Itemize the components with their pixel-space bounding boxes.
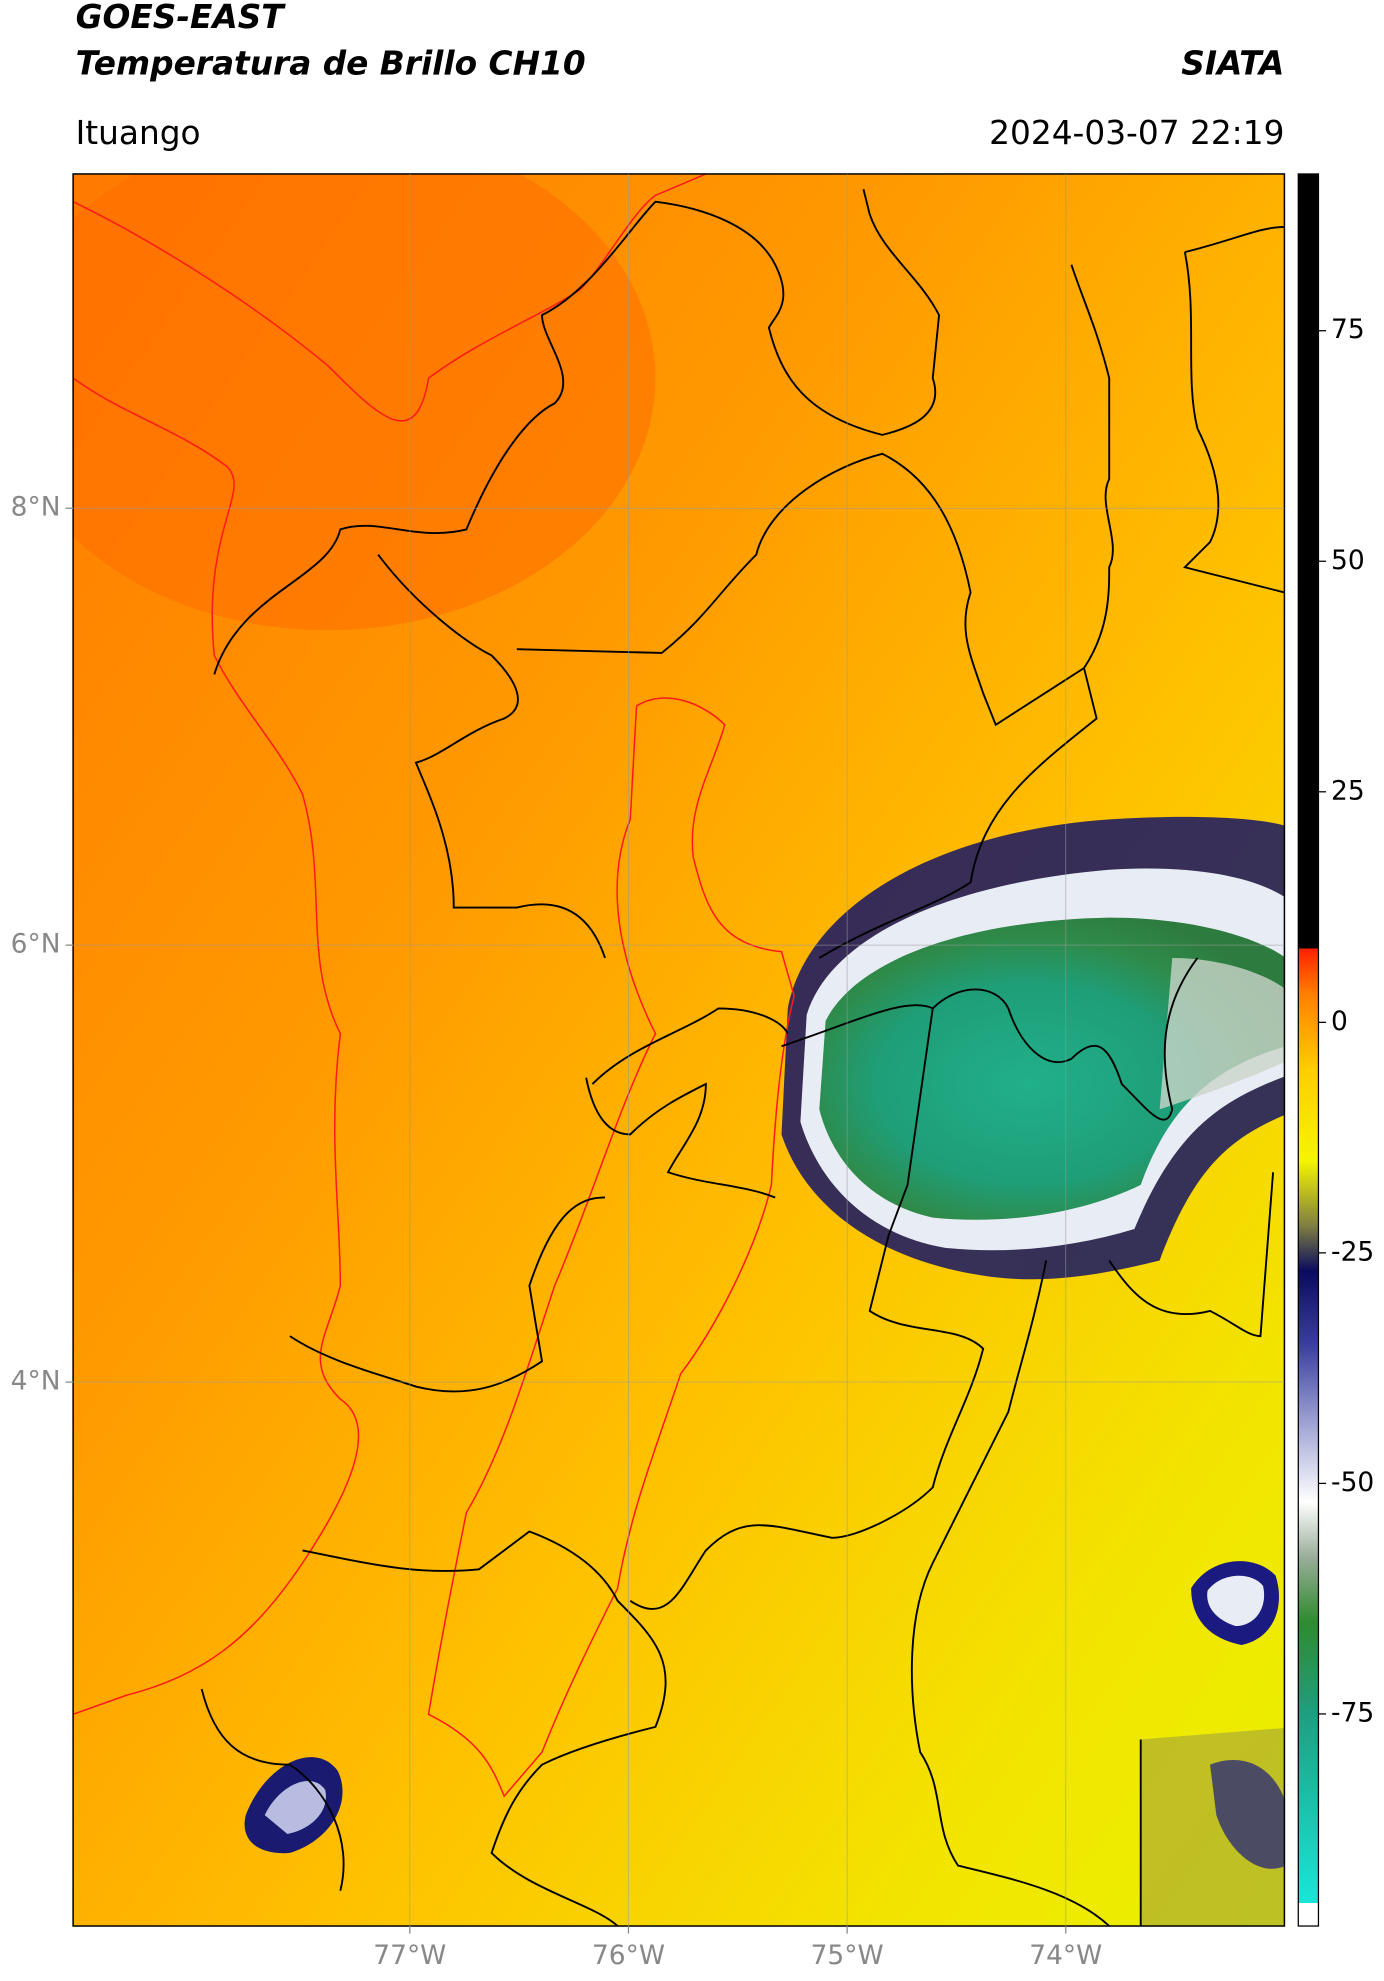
y-tick-label: 6°N <box>11 929 61 960</box>
colorbar <box>1297 173 1320 1927</box>
map-image <box>73 173 1285 1927</box>
subtitle: Temperatura de Brillo CH10 <box>76 45 586 83</box>
x-tick-label: 74°W <box>1029 1940 1102 1971</box>
datetime: 2024-03-07 22:19 <box>989 114 1284 152</box>
colorbar-tick-label: -75 <box>1331 1697 1374 1728</box>
colorbar-tick-label: 25 <box>1331 775 1365 806</box>
x-tick-label: 77°W <box>373 1940 446 1971</box>
place: Ituango <box>76 114 201 152</box>
colorbar-tick-label: 50 <box>1331 545 1365 576</box>
colorbar-tick-label: 75 <box>1331 314 1365 345</box>
y-tick-label: 4°N <box>11 1366 61 1397</box>
title: GOES-EAST <box>76 0 287 36</box>
x-tick-label: 76°W <box>592 1940 665 1971</box>
colorbar-tick-label: -50 <box>1331 1467 1374 1498</box>
source: SIATA <box>1181 45 1284 83</box>
map-frame <box>72 173 1286 1927</box>
colorbar-tick-label: 0 <box>1331 1006 1348 1037</box>
x-tick-label: 75°W <box>811 1940 884 1971</box>
colorbar-tick-label: -25 <box>1331 1236 1374 1267</box>
y-tick-label: 8°N <box>11 492 61 523</box>
